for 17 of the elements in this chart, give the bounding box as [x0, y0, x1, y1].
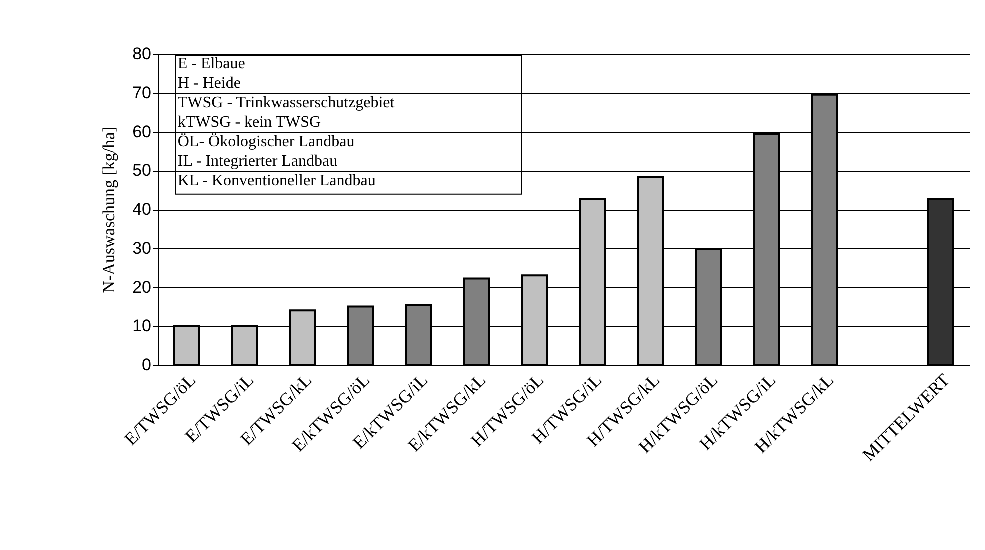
- y-tick-label: 30: [132, 238, 152, 258]
- annotation: TWSG - Trinkwasserschutzgebiet: [178, 94, 396, 112]
- annotation: ÖL- Ökologischer Landbau: [178, 133, 355, 150]
- y-tick-label: 10: [132, 316, 152, 336]
- y-tick-label: 60: [132, 122, 152, 142]
- annotation: KL - Konventioneller Landbau: [178, 172, 376, 190]
- annotation: H - Heide: [178, 75, 241, 92]
- y-tick-label: 80: [132, 44, 152, 64]
- y-tick-label: 40: [132, 200, 152, 219]
- y-tick-label: 50: [132, 161, 152, 180]
- annotation: kTWSG - kein TWSG: [178, 114, 322, 132]
- y-tick-label: 70: [132, 83, 152, 102]
- y-tick-label: 20: [132, 278, 152, 297]
- y-axis-title: N-Auswaschung [kg/ha]: [100, 126, 119, 294]
- y-tick-label: 0: [142, 356, 152, 374]
- annotation: E - Elbaue: [178, 56, 246, 73]
- annotation: IL - Integrierter Landbau: [178, 152, 338, 170]
